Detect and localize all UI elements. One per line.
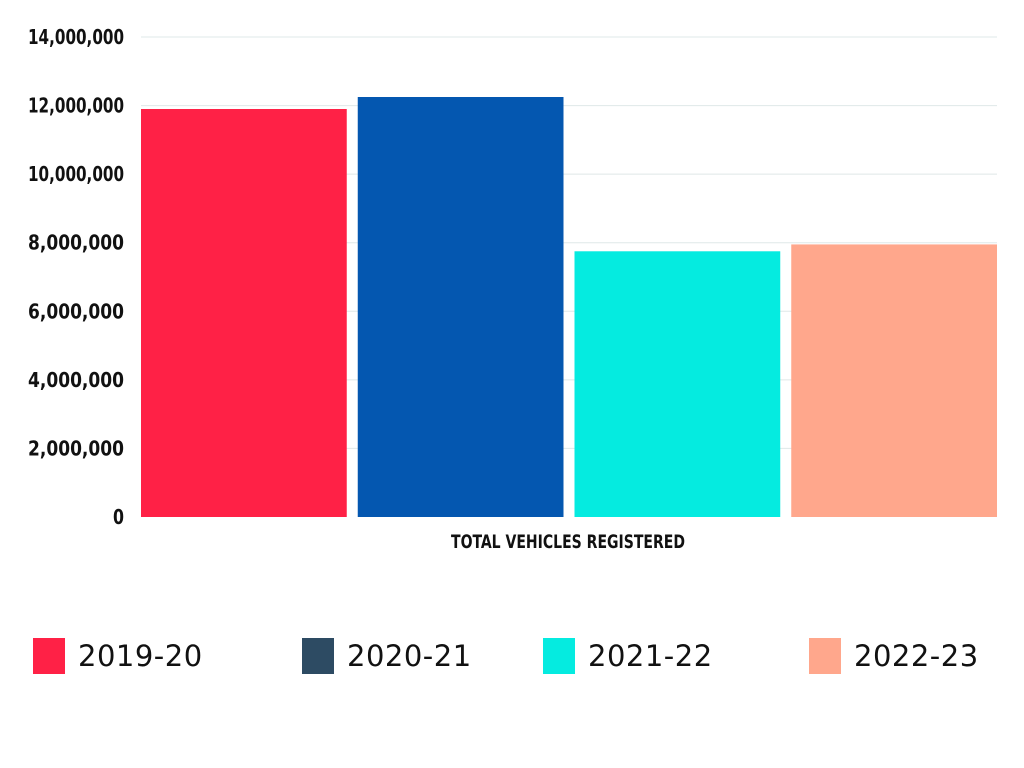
y-tick-label: 12,000,000 bbox=[28, 94, 124, 118]
bar-chart: 0 2,000,000 4,000,000 6,000,000 8,000,000 10,… bbox=[28, 25, 997, 553]
legend-label: 2021-22 bbox=[588, 639, 713, 673]
y-tick-label: 2,000,000 bbox=[28, 436, 124, 460]
legend-label: 2020-21 bbox=[347, 639, 472, 673]
y-tick-label: 6,000,000 bbox=[28, 299, 124, 323]
y-tick-label: 10,000,000 bbox=[28, 162, 124, 186]
legend-item: 2021-22 bbox=[543, 636, 713, 676]
bars bbox=[141, 97, 997, 518]
y-tick-label: 0 bbox=[113, 505, 124, 529]
legend-swatch bbox=[33, 638, 65, 674]
legend-label: 2022-23 bbox=[854, 639, 979, 673]
legend-swatch bbox=[809, 638, 841, 674]
legend-item: 2020-21 bbox=[302, 636, 472, 676]
y-tick-label: 8,000,000 bbox=[28, 231, 124, 255]
legend-label: 2019-20 bbox=[78, 639, 203, 673]
y-tick-label: 14,000,000 bbox=[28, 25, 124, 49]
bar-2021-22 bbox=[574, 251, 781, 518]
bar-2019-20 bbox=[141, 109, 347, 517]
legend-swatch bbox=[302, 638, 334, 674]
x-axis-label: TOTAL VEHICLES REGISTERED bbox=[451, 531, 685, 553]
legend-swatch bbox=[543, 638, 575, 674]
legend-item: 2022-23 bbox=[809, 636, 979, 676]
bar-2020-21 bbox=[357, 97, 564, 517]
y-tick-label: 4,000,000 bbox=[28, 368, 124, 392]
bar-2022-23 bbox=[791, 244, 997, 517]
legend: 2019-20 2020-21 2021-22 2022-23 bbox=[0, 636, 1024, 680]
y-axis-tick-labels: 0 2,000,000 4,000,000 6,000,000 8,000,000 10,… bbox=[28, 25, 124, 529]
legend-item: 2019-20 bbox=[33, 636, 203, 676]
